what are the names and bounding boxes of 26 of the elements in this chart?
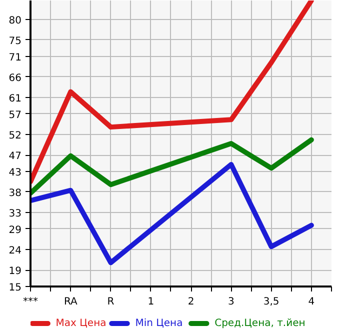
- y-tick-label: 66: [8, 72, 22, 84]
- y-tick-label: 75: [8, 36, 22, 47]
- y-tick-label: 52: [8, 130, 22, 142]
- legend-label: Сред.Цена, т.йен: [214, 318, 306, 329]
- x-tick-label: 3,5: [263, 296, 280, 308]
- y-tick-label: 29: [8, 224, 22, 236]
- y-tick-label: 80: [8, 15, 22, 26]
- x-tick-label: R: [107, 296, 114, 308]
- x-tick-label: 1: [148, 296, 154, 308]
- x-tick-label: ***: [23, 296, 38, 308]
- y-tick-label: 43: [8, 167, 22, 178]
- y-tick-label: 15: [8, 282, 22, 294]
- y-tick-label: 61: [8, 93, 22, 104]
- x-tick-label: 4: [308, 296, 315, 308]
- legend-label: Min Цена: [135, 318, 183, 329]
- y-tick-label: 71: [8, 52, 22, 64]
- y-tick-label: 57: [8, 110, 22, 121]
- y-tick-label: 47: [8, 151, 22, 162]
- y-tick-label: 19: [8, 266, 22, 278]
- x-tick-label: RA: [64, 296, 78, 308]
- legend-label: Max Цена: [56, 318, 106, 329]
- y-tick-label: 24: [8, 246, 22, 257]
- y-tick-label: 38: [8, 188, 22, 199]
- y-tick-label: 33: [8, 208, 22, 220]
- x-tick-label: 2: [188, 296, 194, 308]
- x-tick-label: 3: [228, 296, 234, 308]
